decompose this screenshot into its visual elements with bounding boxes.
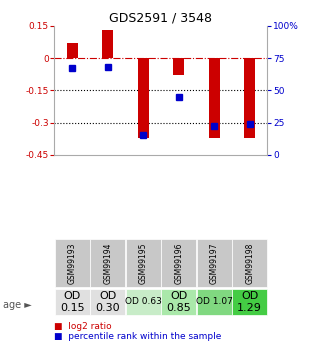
FancyBboxPatch shape xyxy=(161,239,196,287)
FancyBboxPatch shape xyxy=(197,289,231,315)
FancyBboxPatch shape xyxy=(55,289,90,315)
FancyBboxPatch shape xyxy=(126,289,160,315)
Text: GSM99198: GSM99198 xyxy=(245,243,254,284)
Text: GSM99195: GSM99195 xyxy=(139,242,148,284)
Text: OD
0.30: OD 0.30 xyxy=(95,291,120,313)
FancyBboxPatch shape xyxy=(91,239,125,287)
Bar xyxy=(67,43,77,58)
Text: OD
0.85: OD 0.85 xyxy=(166,291,191,313)
Bar xyxy=(138,58,149,138)
Bar xyxy=(102,30,113,58)
FancyBboxPatch shape xyxy=(161,289,196,315)
FancyBboxPatch shape xyxy=(232,289,267,315)
Bar xyxy=(209,58,220,138)
Bar xyxy=(173,58,184,75)
FancyBboxPatch shape xyxy=(232,239,267,287)
FancyBboxPatch shape xyxy=(126,239,160,287)
Text: ■  log2 ratio: ■ log2 ratio xyxy=(54,322,112,331)
Text: OD 1.07: OD 1.07 xyxy=(196,297,233,306)
FancyBboxPatch shape xyxy=(55,239,90,287)
Bar xyxy=(244,58,255,138)
Text: GSM99197: GSM99197 xyxy=(210,242,219,284)
Title: GDS2591 / 3548: GDS2591 / 3548 xyxy=(109,12,212,25)
Text: GSM99193: GSM99193 xyxy=(68,242,77,284)
Text: age ►: age ► xyxy=(3,300,32,309)
FancyBboxPatch shape xyxy=(91,289,125,315)
FancyBboxPatch shape xyxy=(197,239,231,287)
Text: OD
1.29: OD 1.29 xyxy=(237,291,262,313)
Text: ■  percentile rank within the sample: ■ percentile rank within the sample xyxy=(54,332,222,341)
Text: OD 0.63: OD 0.63 xyxy=(125,297,162,306)
Text: GSM99196: GSM99196 xyxy=(174,242,183,284)
Text: OD
0.15: OD 0.15 xyxy=(60,291,85,313)
Text: GSM99194: GSM99194 xyxy=(103,242,112,284)
